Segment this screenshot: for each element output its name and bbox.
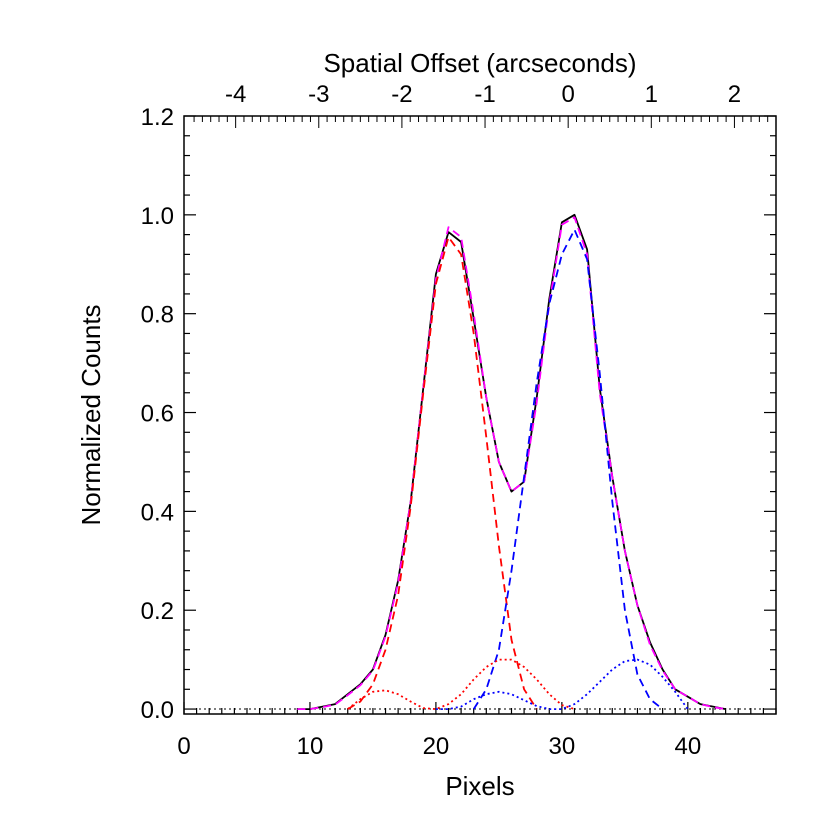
top-tick-label: -1: [474, 81, 495, 108]
x-tick-label: 30: [549, 733, 576, 760]
x-tick-label: 0: [177, 733, 190, 760]
y-axis-label: Normalized Counts: [76, 304, 106, 525]
y-tick-label: 0.8: [141, 302, 174, 329]
series-layer: [297, 213, 726, 710]
top-tick-label: 0: [561, 81, 574, 108]
y-tick-label: 0.2: [141, 598, 174, 625]
top-axis-label: Spatial Offset (arcseconds): [323, 48, 636, 78]
series-line-4: [347, 658, 575, 710]
x-tick-label: 10: [297, 733, 324, 760]
top-tick-label: -2: [391, 81, 412, 108]
top-tick-label: -3: [308, 81, 329, 108]
x-tick-label: 40: [674, 733, 701, 760]
series-line-1: [297, 216, 726, 710]
plot-frame: [183, 115, 777, 715]
top-tick-label: -4: [225, 81, 246, 108]
top-tick-label: 1: [645, 81, 658, 108]
y-tick-label: 1.0: [141, 203, 174, 230]
series-line-2: [347, 236, 538, 710]
top-tick-label: 2: [728, 81, 741, 108]
x-axis-label: Pixels: [445, 771, 514, 801]
x-tick-label: 20: [423, 733, 450, 760]
y-tick-label: 0.6: [141, 401, 174, 428]
y-tick-label: 0.4: [141, 499, 174, 526]
series-line-0: [297, 213, 726, 710]
y-tick-label: 0.0: [141, 697, 174, 724]
series-line-3: [472, 228, 664, 710]
series-line-5: [435, 658, 689, 710]
tick-labels: 0 10 20 30 40 -4 -3 -2 -1 0 1 2 0.0 0.2 0.4 0.6 0.8 1.0 1.…: [141, 81, 741, 760]
ticks: [183, 115, 777, 714]
y-tick-label: 1.2: [141, 104, 174, 131]
